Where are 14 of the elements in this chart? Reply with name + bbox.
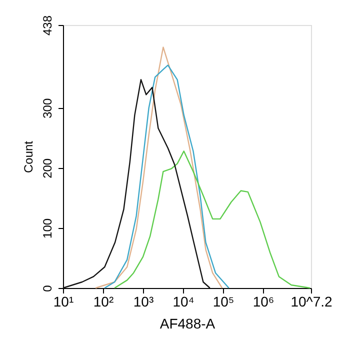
x-axis-title: AF488-A xyxy=(160,316,216,332)
x-tick-label: 10³ xyxy=(133,294,154,310)
x-tick-label: 10^7.2 xyxy=(290,294,333,310)
y-tick-label: 200 xyxy=(40,158,54,178)
x-tick-label: 10⁶ xyxy=(252,294,274,310)
x-tick-label: 10¹ xyxy=(53,294,74,310)
y-tick-label: 100 xyxy=(40,218,54,238)
y-tick-label: 0 xyxy=(40,284,54,292)
x-tick-label: 10⁴ xyxy=(172,294,194,310)
y-tick-label: 438 xyxy=(40,15,54,36)
x-tick-label: 10² xyxy=(93,294,114,310)
y-axis-title: Count xyxy=(22,140,36,174)
x-tick-label: 10⁵ xyxy=(212,294,234,310)
y-tick-label: 300 xyxy=(40,98,54,118)
